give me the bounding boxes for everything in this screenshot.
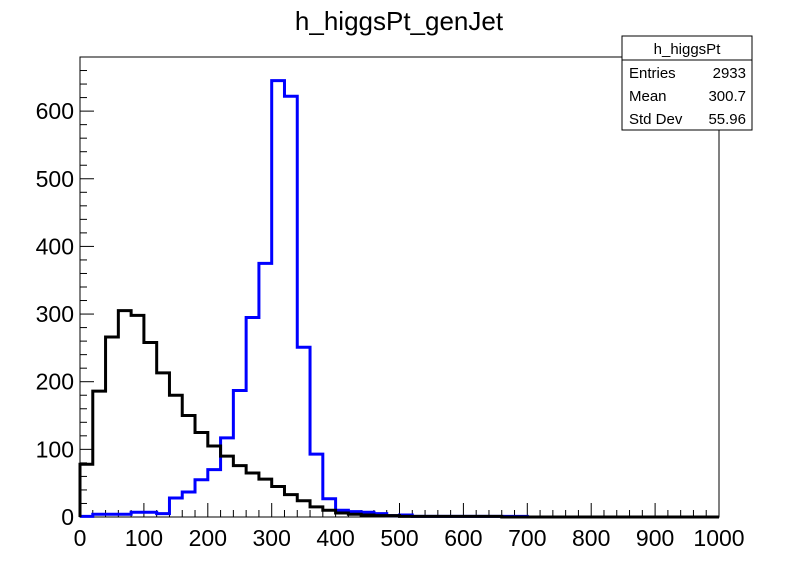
series-line xyxy=(78,309,719,519)
histogram-bin xyxy=(221,456,234,517)
x-tick-label: 300 xyxy=(253,525,291,551)
histogram-bin xyxy=(361,515,374,517)
histogram-bin xyxy=(118,311,131,517)
y-tick-label: 400 xyxy=(36,233,74,259)
stats-box-title: h_higgsPt xyxy=(654,41,722,58)
histogram-bin xyxy=(284,96,297,517)
histogram-bin xyxy=(297,501,310,517)
histogram-bin xyxy=(182,416,195,517)
histogram-bin xyxy=(476,516,489,517)
histogram-bin xyxy=(400,516,413,517)
stats-box: h_higgsPt Entries 2933 Mean 300.7 Std De… xyxy=(621,35,753,131)
x-tick-label: 500 xyxy=(380,525,418,551)
histogram-bin xyxy=(336,513,349,517)
histogram-bin xyxy=(272,487,285,517)
stats-entries-label: Entries xyxy=(629,65,676,82)
x-tick-label: 0 xyxy=(74,525,87,551)
x-axis: 0 100 200 300 400 500 600 700 800 900 1000 xyxy=(74,503,745,551)
stats-mean-label: Mean xyxy=(629,88,667,105)
histogram-bin xyxy=(144,342,157,517)
histogram-bin xyxy=(208,446,221,517)
histogram-bin xyxy=(272,81,285,517)
histogram-bin xyxy=(425,516,438,517)
y-tick-label: 600 xyxy=(36,98,74,124)
histogram-bin xyxy=(93,391,106,517)
histogram-bin xyxy=(259,479,272,517)
histogram-bin xyxy=(451,516,464,517)
y-tick-label: 100 xyxy=(36,436,74,462)
histogram-bin xyxy=(169,395,182,517)
y-tick-label: 300 xyxy=(36,301,74,327)
y-axis: 0 100 200 300 400 500 600 xyxy=(36,56,94,530)
x-tick-label: 600 xyxy=(444,525,482,551)
histogram-bin xyxy=(246,473,259,517)
histogram-bin xyxy=(374,516,387,517)
series-layer xyxy=(78,79,719,519)
histogram-bin xyxy=(489,516,502,517)
histogram-bin xyxy=(297,347,310,517)
x-tick-label: 100 xyxy=(125,525,163,551)
x-tick-label: 800 xyxy=(572,525,610,551)
stats-box-frame xyxy=(621,35,753,131)
histogram-bin xyxy=(106,337,119,517)
histogram-bin xyxy=(195,432,208,517)
series-1 xyxy=(78,309,719,519)
histogram-bin xyxy=(310,507,323,517)
y-tick-label: 0 xyxy=(61,504,74,530)
stats-stddev-label: Std Dev xyxy=(629,111,683,128)
histogram-bin xyxy=(131,315,144,517)
histogram-bin xyxy=(438,516,451,517)
y-tick-label: 500 xyxy=(36,166,74,192)
histogram-bin xyxy=(80,464,93,517)
stats-stddev-value: 55.96 xyxy=(708,111,746,128)
histogram-bin xyxy=(323,510,336,517)
x-tick-label: 1000 xyxy=(693,525,744,551)
y-tick-label: 200 xyxy=(36,369,74,395)
histogram-bin xyxy=(387,516,400,517)
histogram-bin xyxy=(157,373,170,517)
x-tick-label: 400 xyxy=(316,525,354,551)
stats-mean-value: 300.7 xyxy=(708,88,746,105)
chart-title: h_higgsPt_genJet xyxy=(295,6,504,36)
x-tick-label: 900 xyxy=(636,525,674,551)
stats-entries-value: 2933 xyxy=(713,65,746,82)
histogram-bin xyxy=(412,516,425,517)
histogram-bin xyxy=(284,495,297,517)
x-tick-label: 200 xyxy=(189,525,227,551)
histogram-bin xyxy=(463,516,476,517)
x-tick-label: 700 xyxy=(508,525,546,551)
histogram-bin xyxy=(233,466,246,517)
histogram-bin xyxy=(348,514,361,517)
